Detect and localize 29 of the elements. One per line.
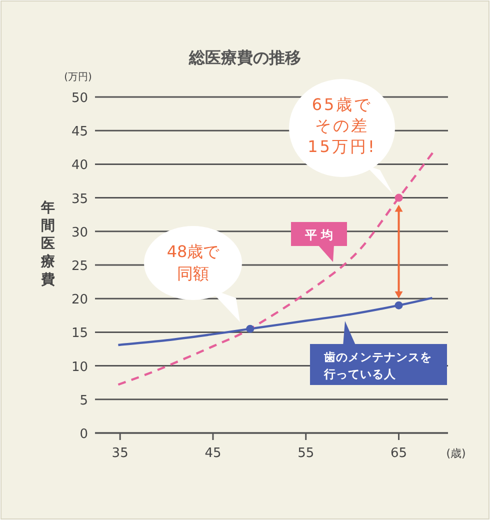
y-tick-label: 45 — [71, 124, 88, 140]
y-tick-label: 15 — [71, 326, 88, 342]
legend-label: 歯のメンテナンスを行っている人 — [323, 350, 432, 381]
y-tick-label: 5 — [80, 393, 88, 408]
point — [246, 324, 254, 333]
x-axis-title: (歳) — [446, 447, 466, 460]
point — [394, 194, 403, 202]
line-series — [117, 296, 434, 346]
y-tick-label: 10 — [71, 360, 88, 375]
x-tick-label: 65 — [390, 446, 408, 461]
x-tick-label: 35 — [112, 446, 128, 461]
y-tick-label: 20 — [71, 292, 88, 308]
y-tick-label: 50 — [71, 91, 88, 106]
annotation: 15万円! — [308, 137, 376, 156]
annotation: 48歳で — [166, 242, 220, 261]
annotation: 65歳で — [312, 95, 372, 114]
y-tick-label: 0 — [80, 427, 88, 442]
x-tick-label: 45 — [204, 446, 222, 461]
annotation: その差 — [315, 116, 369, 135]
annotation: 同額 — [177, 264, 209, 283]
y-tick-label: 30 — [71, 225, 88, 240]
chart-title: 総医療費の推移 — [188, 48, 301, 67]
y-tick-label: 40 — [71, 158, 88, 174]
text: (万円) — [64, 72, 92, 83]
y-axis-title: 年間医療費 — [40, 200, 55, 288]
y-tick-label: 25 — [71, 259, 88, 274]
y-tick-label: 35 — [71, 192, 88, 207]
x-tick-label: 55 — [298, 446, 314, 461]
point — [394, 301, 403, 310]
